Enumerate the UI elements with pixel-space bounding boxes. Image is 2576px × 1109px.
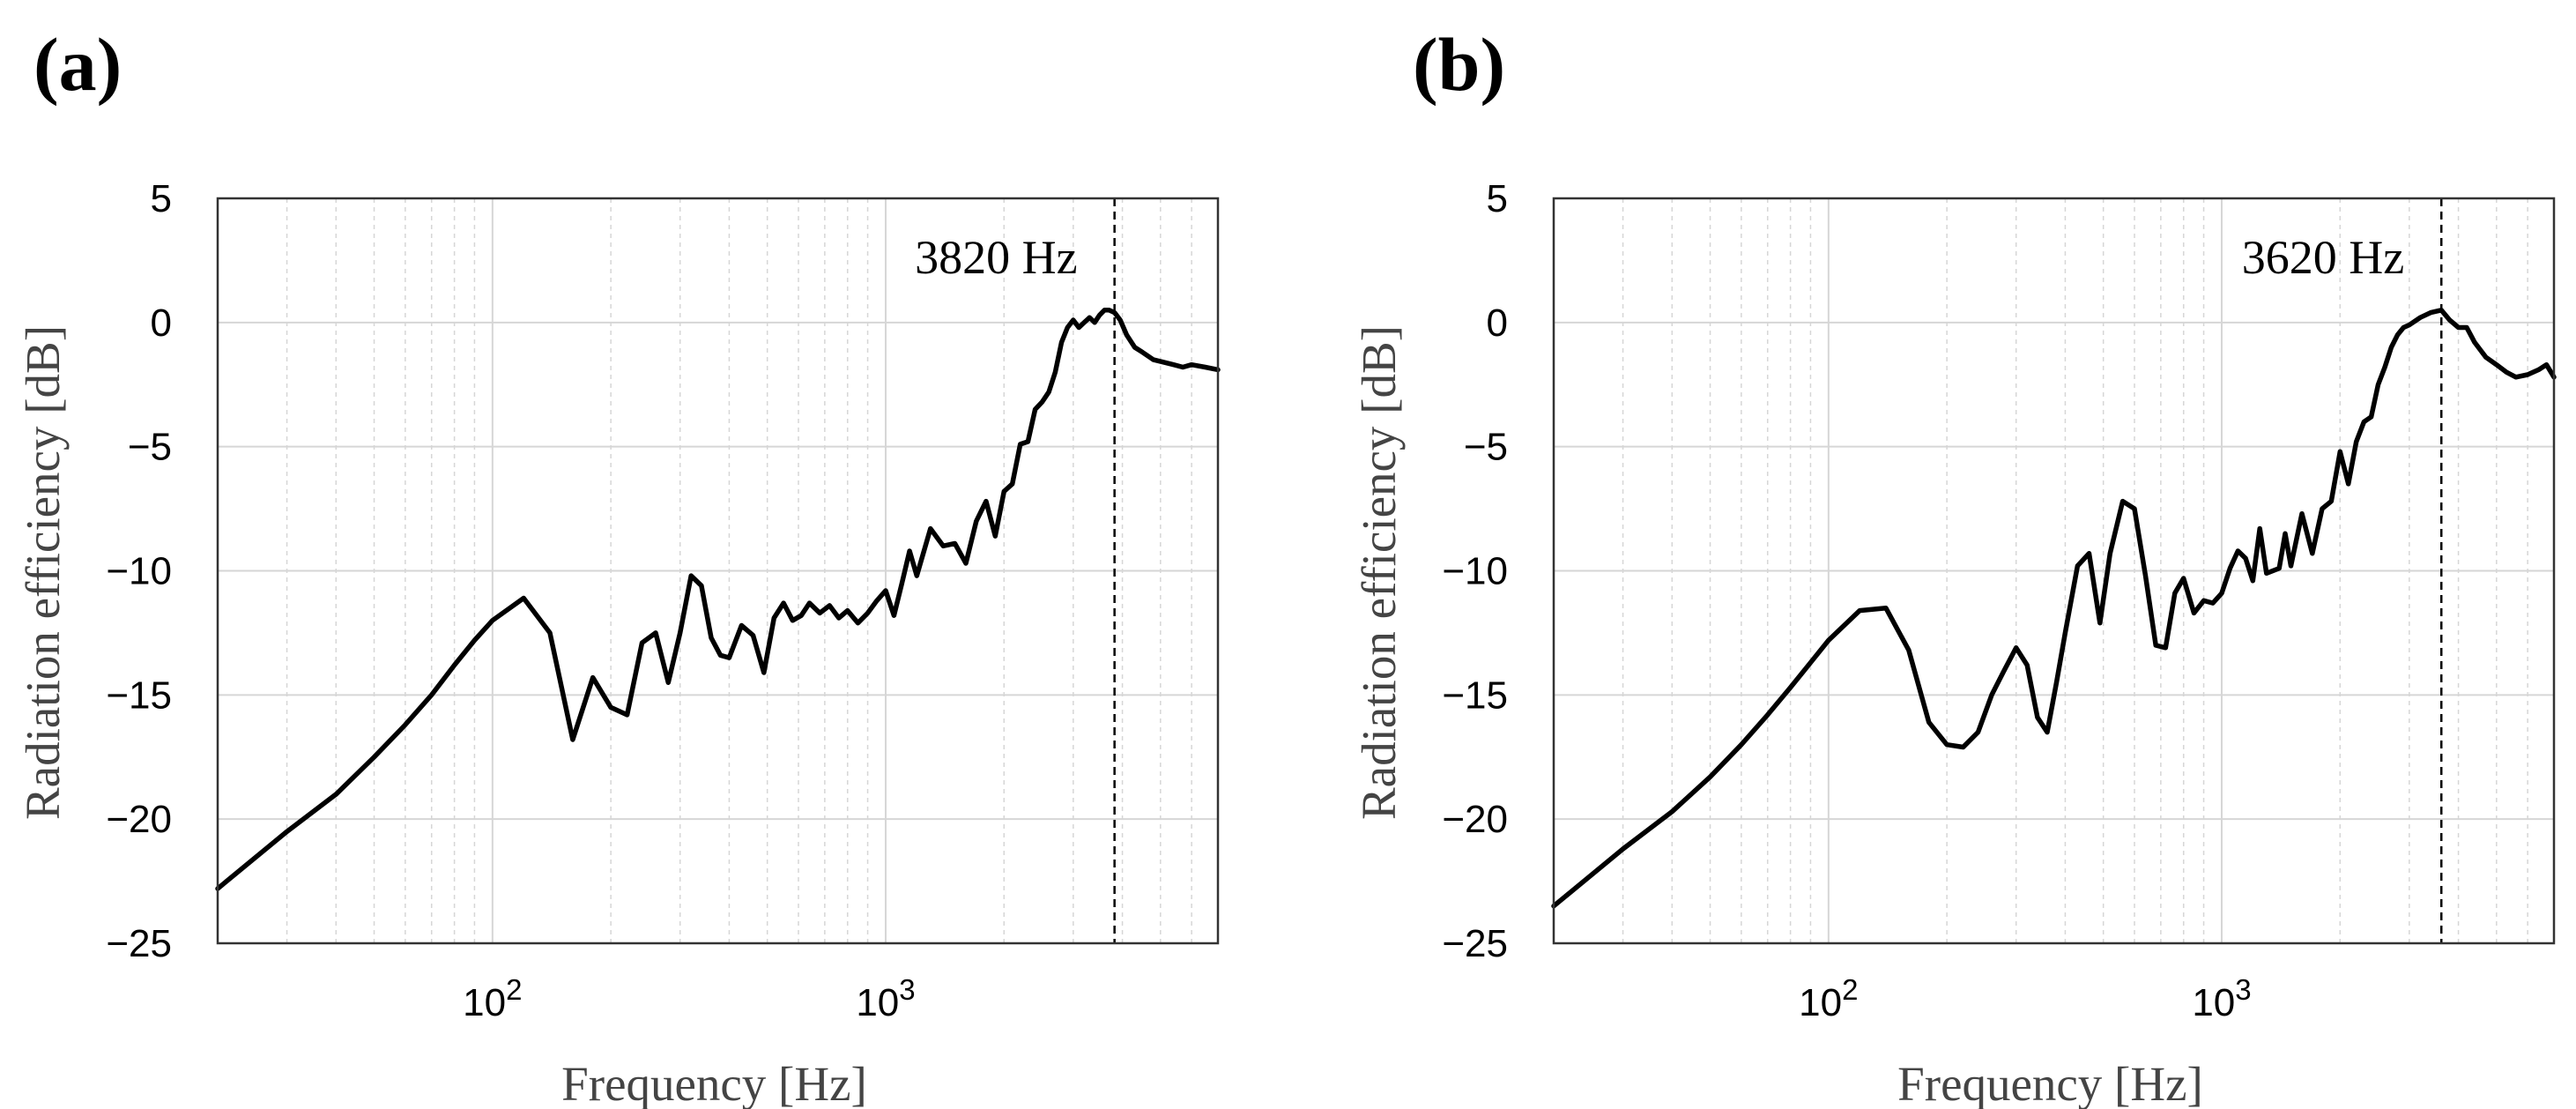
y-tick-labels-a: 5 0 −5 −10 −15 −20 −25 xyxy=(106,177,172,965)
y-axis-label-a: Radiation efficiency [dB] xyxy=(16,325,70,820)
panel-b: (b) 3620 Hz 5 0 −5 −10 −15 −20 −25 102 103 Freq… xyxy=(1352,22,2557,1109)
x-tick-label: 102 xyxy=(463,973,522,1024)
y-tick-label: −10 xyxy=(1442,550,1508,593)
plot-frame-a xyxy=(216,197,1220,945)
x-tick-label: 103 xyxy=(2192,973,2251,1024)
y-tick-label: −5 xyxy=(128,426,172,469)
series-line-b xyxy=(1551,308,2557,909)
x-axis-label-b: Frequency [Hz] xyxy=(1897,1057,2203,1109)
x-tick-label: 103 xyxy=(856,973,915,1024)
y-tick-label: −25 xyxy=(106,922,172,965)
y-tick-label: −20 xyxy=(106,798,172,841)
x-tick-labels-a: 102 103 xyxy=(463,973,915,1024)
plot-frame-b xyxy=(1552,197,2556,945)
series-line-a xyxy=(215,308,1221,891)
y-tick-labels-b: 5 0 −5 −10 −15 −20 −25 xyxy=(1442,177,1508,965)
y-tick-label: 0 xyxy=(1487,301,1508,345)
x-tick-labels-b: 102 103 xyxy=(1799,973,2251,1024)
y-tick-label: −15 xyxy=(1442,674,1508,717)
panel-label-b: (b) xyxy=(1413,22,1505,107)
y-tick-label: −15 xyxy=(106,674,172,717)
panel-label-a: (a) xyxy=(33,22,122,107)
y-tick-label: 5 xyxy=(1487,177,1508,220)
grid-b xyxy=(1554,198,2554,943)
marker-label-b: 3620 Hz xyxy=(2242,231,2404,284)
y-axis-label-b: Radiation efficiency [dB] xyxy=(1352,325,1406,820)
y-tick-label: 5 xyxy=(151,177,172,220)
panel-a: (a) 3820 Hz 5 0 −5 −10 −15 −20 −25 102 103 Freq… xyxy=(16,22,1221,1109)
grid-a xyxy=(218,198,1218,943)
y-tick-label: −25 xyxy=(1442,922,1508,965)
marker-label-a: 3820 Hz xyxy=(915,231,1077,284)
y-tick-label: −10 xyxy=(106,550,172,593)
y-tick-label: −20 xyxy=(1442,798,1508,841)
x-axis-label-a: Frequency [Hz] xyxy=(561,1057,867,1109)
y-tick-label: −5 xyxy=(1464,426,1508,469)
x-tick-label: 102 xyxy=(1799,973,1858,1024)
y-tick-label: 0 xyxy=(151,301,172,345)
